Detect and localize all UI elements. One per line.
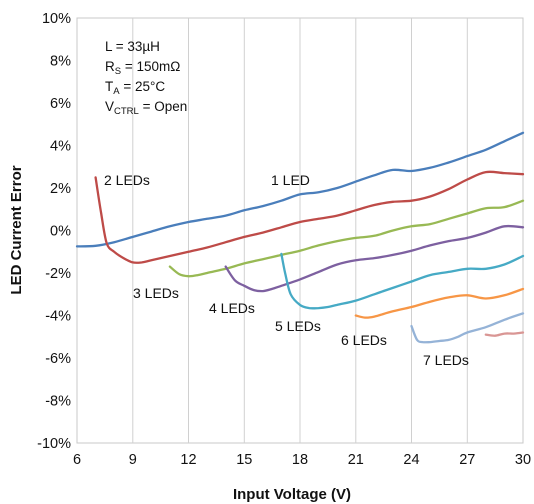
y-tick-label: -6% [45,351,71,367]
series-label-5-leds: 5 LEDs [275,318,321,334]
x-tick-label: 30 [515,452,531,468]
series-line-3-leds [168,199,525,278]
x-tick-label: 12 [180,452,196,468]
series-label-6-leds: 6 LEDs [341,332,387,348]
x-tick-label: 27 [459,452,475,468]
x-axis-title: Input Voltage (V) [233,486,351,503]
x-tick-label: 15 [236,452,252,468]
series-line-unlabeled-7 [484,331,525,337]
series-line-6-leds [354,287,525,319]
series-labels: 1 LED 2 LEDs 3 LEDs 4 LEDs 5 LEDs 6 LEDs… [104,172,469,368]
y-axis-title: LED Current Error [8,165,25,294]
series-label-7-leds: 7 LEDs [423,352,469,368]
series-line-4-leds [224,224,525,293]
x-tick-label: 9 [129,452,137,468]
series-label-2-leds: 2 LEDs [104,172,150,188]
y-tick-label: 10% [42,11,71,27]
annotation-temperature: TA = 25°C [105,79,165,97]
series-line-7-leds [410,312,525,344]
series-line-5-leds [280,252,525,310]
y-tick-label: -10% [37,436,71,452]
y-tick-labels: -10% -8% -6% -4% -2% 0% 2% 4% 6% 8% 10% [37,11,71,452]
x-tick-label: 21 [348,452,364,468]
series-label-3-leds: 3 LEDs [133,285,179,301]
gridlines [132,18,468,443]
annotation-sense-resistor: RS = 150mΩ [105,59,180,77]
x-tick-label: 6 [73,452,81,468]
series-line-2-leds [94,170,525,264]
series-label-1-led: 1 LED [271,172,310,188]
series-group [75,131,525,344]
y-tick-label: -4% [45,309,71,325]
y-tick-label: 2% [50,181,71,197]
y-tick-label: -8% [45,394,71,410]
x-tick-label: 18 [292,452,308,468]
y-tick-label: -2% [45,266,71,282]
y-tick-label: 0% [50,224,71,240]
series-line-1-led [75,131,525,248]
series-label-4-leds: 4 LEDs [209,300,255,316]
y-tick-label: 8% [50,54,71,70]
annotation-inductance: L = 33µH [105,39,160,54]
y-tick-label: 4% [50,139,71,155]
y-tick-label: 6% [50,96,71,112]
x-tick-labels: 6 9 12 15 18 21 24 27 30 [73,452,531,468]
x-tick-label: 24 [403,452,419,468]
